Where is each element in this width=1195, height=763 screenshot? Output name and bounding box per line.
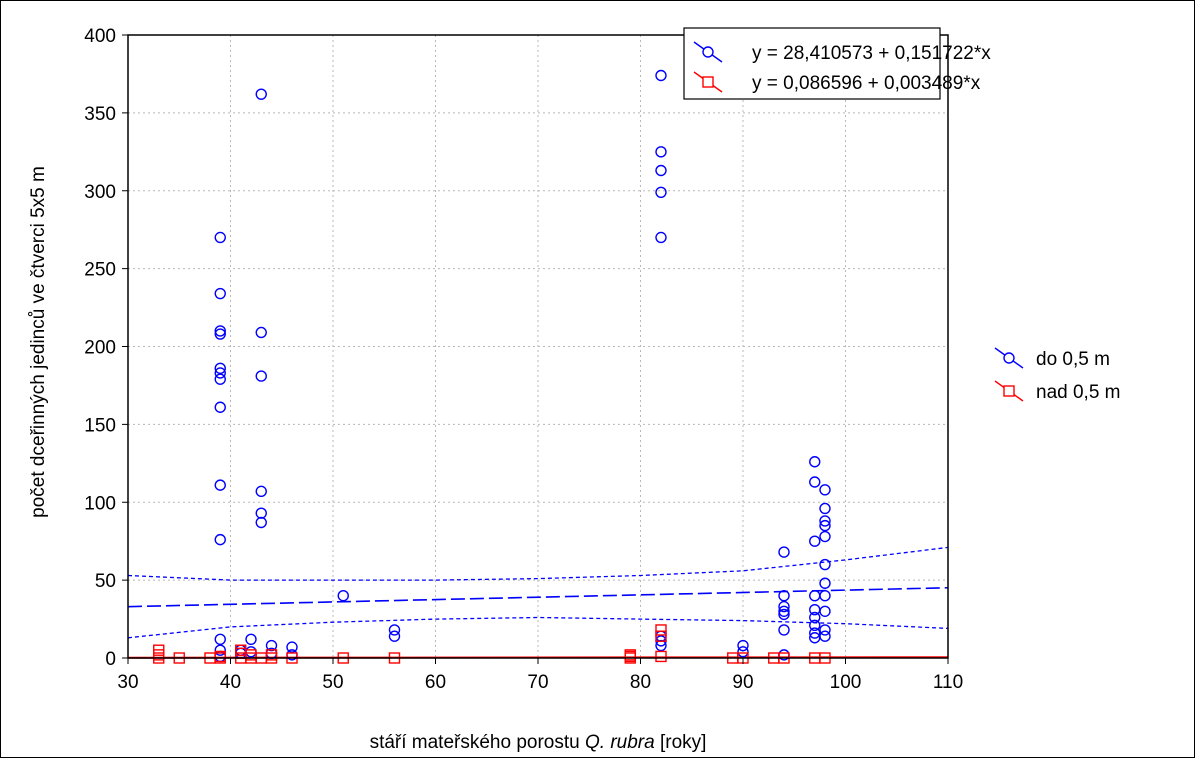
y-tick-label: 350	[84, 104, 116, 125]
x-axis-label-prefix: stáří mateřského porostu	[370, 732, 585, 753]
x-axis-label: stáří mateřského porostu Q. rubra [roky]	[370, 732, 707, 753]
x-tick-label: 40	[220, 672, 241, 693]
x-tick-label: 90	[732, 672, 753, 693]
y-tick-label: 400	[84, 26, 116, 47]
x-tick-label: 30	[117, 672, 138, 693]
y-tick-label: 150	[84, 415, 116, 436]
y-axis-label: počet dceřinných jedinců ve čtverci 5x5 …	[28, 166, 49, 518]
y-tick-label: 300	[84, 182, 116, 203]
y-tick-label: 50	[95, 571, 116, 592]
y-tick-label: 0	[105, 649, 116, 670]
y-tick-label: 200	[84, 338, 116, 359]
legend-marker-square	[1004, 386, 1014, 396]
x-tick-label: 50	[322, 672, 343, 693]
x-tick-label: 80	[630, 672, 651, 693]
x-tick-label: 100	[830, 672, 862, 693]
x-tick-label: 110	[933, 672, 963, 693]
legend-marker-circle	[703, 47, 713, 57]
x-axis-label-italic: Q. rubra	[585, 732, 655, 753]
legend-marker-square	[703, 77, 713, 87]
fit-equation-label: y = 28,410573 + 0,151722*x	[752, 43, 991, 64]
x-tick-label: 70	[527, 672, 548, 693]
y-tick-label: 100	[84, 493, 116, 514]
x-axis-label-suffix: [roky]	[655, 732, 707, 753]
legend-marker-circle	[1004, 353, 1014, 363]
y-tick-label: 250	[84, 260, 116, 281]
series-legend-label: do 0,5 m	[1036, 349, 1110, 370]
series-legend-label: nad 0,5 m	[1036, 382, 1121, 403]
fit-equation-label: y = 0,086596 + 0,003489*x	[752, 73, 981, 94]
x-tick-label: 60	[425, 672, 446, 693]
